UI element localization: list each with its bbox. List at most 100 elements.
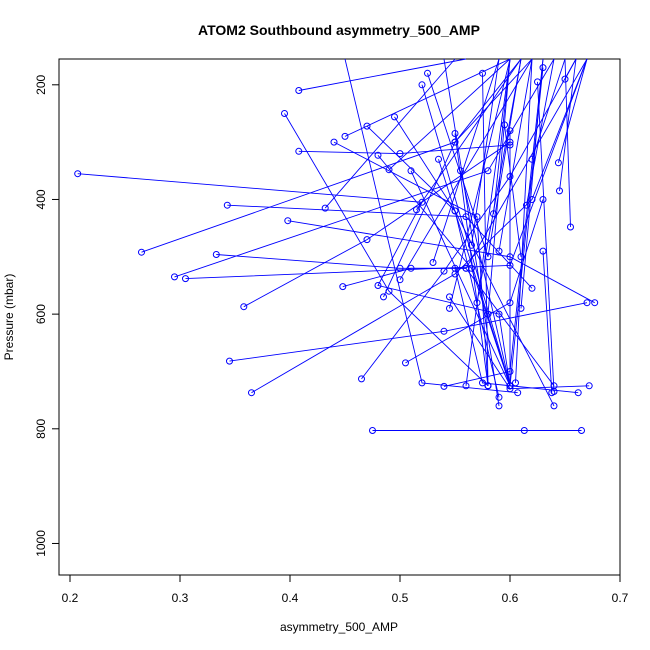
data-point bbox=[583, 299, 591, 307]
data-point bbox=[339, 283, 347, 291]
series-22 bbox=[385, 58, 511, 174]
series-14 bbox=[321, 58, 456, 212]
data-point bbox=[374, 282, 382, 289]
data-point bbox=[506, 127, 514, 135]
series-57 bbox=[446, 293, 593, 393]
data-point bbox=[440, 267, 448, 275]
data-point bbox=[556, 187, 563, 195]
data-point bbox=[284, 217, 292, 225]
series-line bbox=[465, 58, 511, 386]
series-line bbox=[559, 58, 577, 191]
data-point bbox=[517, 253, 525, 261]
series-13 bbox=[295, 141, 514, 158]
series-line bbox=[515, 58, 533, 383]
data-point bbox=[363, 122, 371, 130]
series-30 bbox=[429, 58, 500, 266]
data-point bbox=[171, 273, 178, 281]
series-line bbox=[509, 67, 544, 386]
data-point bbox=[407, 167, 415, 175]
data-point bbox=[484, 382, 492, 390]
data-point bbox=[550, 402, 558, 410]
data-point bbox=[363, 236, 371, 244]
y-tick-label: 1000 bbox=[34, 530, 48, 557]
data-point bbox=[578, 427, 585, 434]
data-point bbox=[226, 357, 233, 365]
data-point bbox=[341, 132, 349, 140]
y-tick-label: 600 bbox=[34, 304, 48, 324]
data-point bbox=[539, 247, 547, 255]
series-40 bbox=[484, 58, 511, 318]
data-point bbox=[396, 150, 404, 158]
series-line bbox=[421, 84, 511, 386]
series-line bbox=[229, 302, 588, 362]
series-42 bbox=[495, 58, 533, 255]
series-line bbox=[537, 81, 555, 392]
series-55 bbox=[564, 58, 574, 231]
data-point bbox=[468, 241, 475, 249]
series-line bbox=[298, 144, 511, 155]
series-line bbox=[498, 58, 533, 252]
series-line bbox=[284, 113, 489, 387]
data-point bbox=[484, 310, 492, 318]
series-line bbox=[449, 296, 590, 390]
data-point bbox=[462, 382, 470, 390]
series-58 bbox=[440, 58, 544, 390]
data-point bbox=[358, 375, 365, 383]
data-point bbox=[495, 247, 503, 255]
series-line bbox=[361, 58, 577, 380]
data-point bbox=[451, 138, 459, 146]
data-point bbox=[451, 130, 459, 137]
data-point bbox=[440, 327, 448, 335]
data-point bbox=[451, 207, 459, 215]
data-point bbox=[402, 359, 409, 367]
series-24 bbox=[396, 58, 533, 284]
series-56 bbox=[451, 264, 582, 397]
data-point bbox=[385, 166, 393, 174]
series-line bbox=[344, 58, 511, 137]
x-tick-label: 0.5 bbox=[392, 591, 409, 605]
series-line bbox=[504, 124, 522, 257]
data-point bbox=[446, 293, 453, 301]
data-point bbox=[539, 64, 547, 72]
data-point bbox=[457, 167, 464, 175]
series-line bbox=[449, 58, 511, 309]
data-point bbox=[501, 121, 508, 129]
data-point bbox=[330, 138, 338, 146]
series-43 bbox=[501, 121, 525, 261]
series-33 bbox=[446, 58, 511, 312]
y-axis-label: Pressure (mbar) bbox=[2, 274, 16, 361]
data-point bbox=[473, 299, 481, 307]
series-17 bbox=[341, 58, 511, 140]
series-line bbox=[251, 58, 588, 394]
data-point bbox=[574, 389, 582, 397]
series-6 bbox=[223, 201, 536, 292]
series-line bbox=[557, 58, 588, 163]
data-point bbox=[523, 201, 530, 209]
x-tick-label: 0.4 bbox=[282, 591, 299, 605]
x-tick-label: 0.2 bbox=[62, 591, 79, 605]
series-11 bbox=[284, 217, 599, 307]
series-line bbox=[141, 58, 522, 253]
y-tick-label: 800 bbox=[34, 418, 48, 438]
series-3 bbox=[171, 58, 555, 281]
data-point bbox=[138, 248, 145, 256]
data-point bbox=[479, 379, 486, 387]
series-line bbox=[344, 58, 518, 394]
data-point bbox=[248, 389, 255, 397]
data-point bbox=[295, 147, 303, 155]
data-point bbox=[74, 170, 82, 178]
data-point bbox=[435, 155, 442, 163]
series-line bbox=[410, 170, 511, 386]
data-point bbox=[451, 264, 459, 272]
series-15 bbox=[330, 138, 492, 390]
data-point bbox=[424, 69, 431, 77]
y-tick-label: 200 bbox=[34, 74, 48, 94]
data-point bbox=[585, 382, 593, 390]
data-point bbox=[473, 213, 481, 221]
data-point bbox=[514, 389, 522, 397]
data-point bbox=[396, 276, 404, 284]
data-point bbox=[407, 264, 415, 272]
series-41 bbox=[490, 58, 511, 218]
data-point bbox=[223, 201, 231, 209]
